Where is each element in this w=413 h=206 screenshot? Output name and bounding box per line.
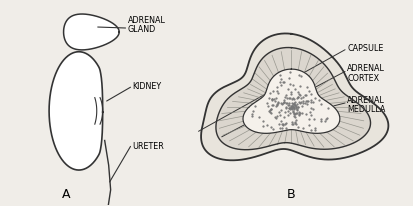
Text: ADRENAL: ADRENAL [347,95,385,104]
Text: B: B [287,187,296,200]
Text: ADRENAL: ADRENAL [347,64,385,73]
Text: MEDULLA: MEDULLA [347,105,385,114]
Polygon shape [216,48,370,150]
Text: CAPSULE: CAPSULE [347,44,383,53]
Polygon shape [49,53,103,170]
Text: CORTEX: CORTEX [347,74,379,82]
Text: ADRENAL: ADRENAL [128,16,166,25]
Text: KIDNEY: KIDNEY [133,81,161,90]
Polygon shape [64,15,119,51]
Text: GLAND: GLAND [128,25,156,34]
Text: A: A [62,187,70,200]
Polygon shape [201,34,388,160]
Text: URETER: URETER [133,141,164,150]
Polygon shape [243,70,340,134]
